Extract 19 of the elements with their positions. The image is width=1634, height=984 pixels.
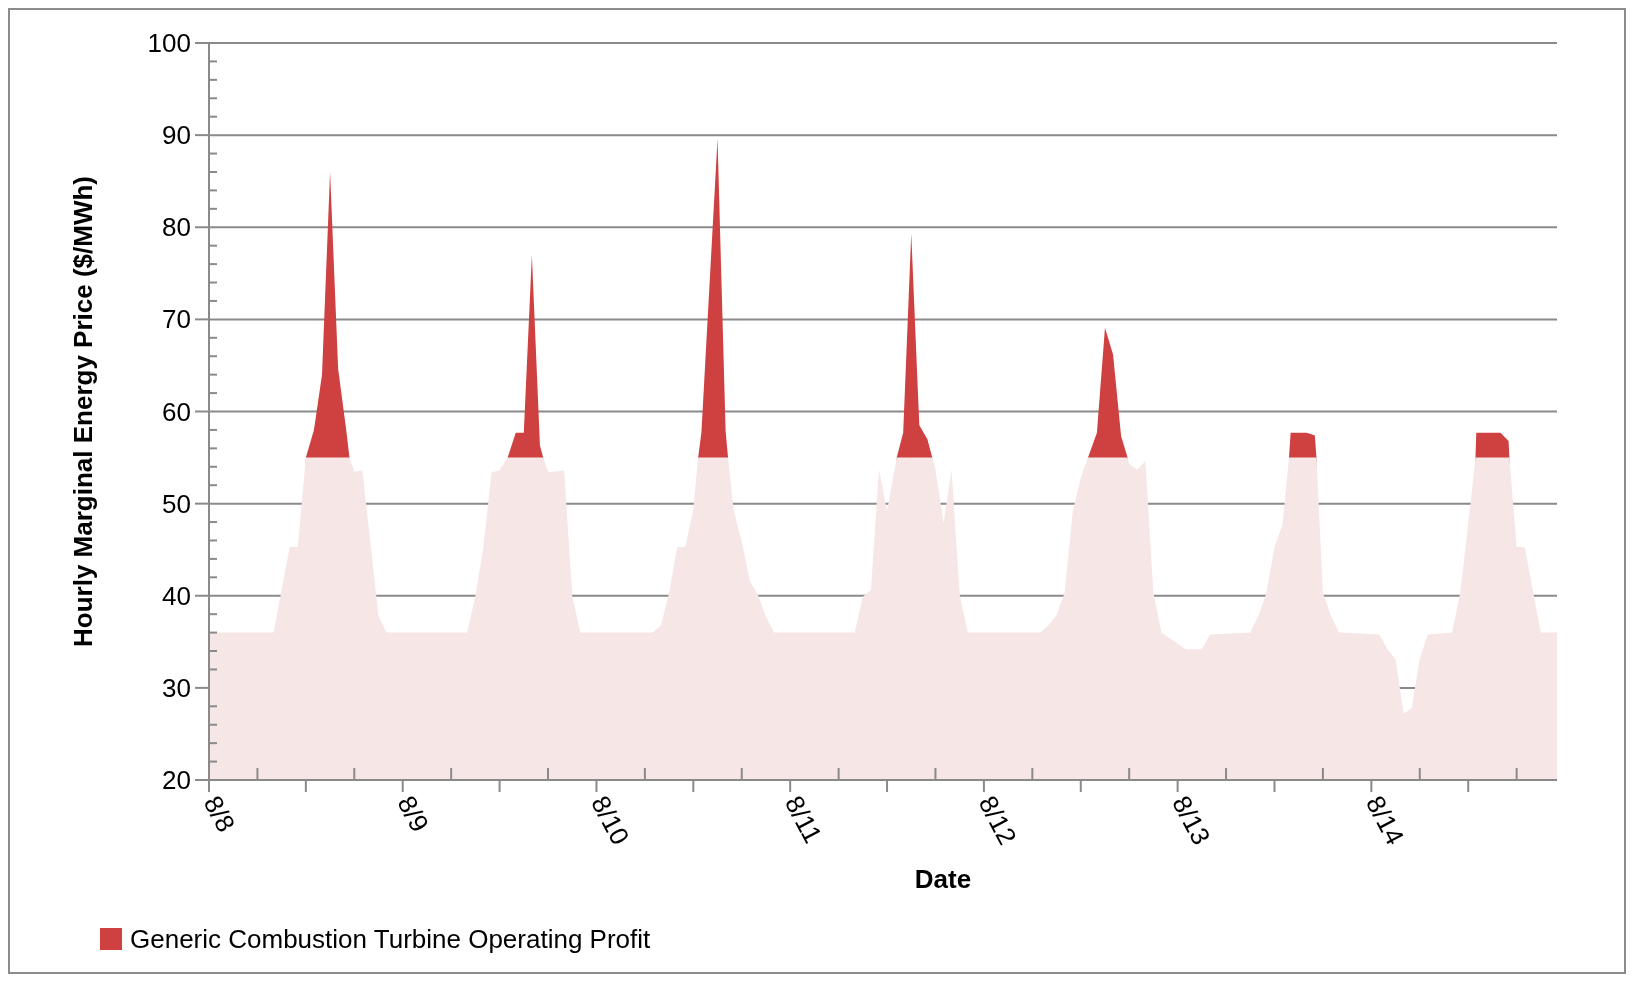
y-tick-label: 40	[162, 580, 191, 611]
x-tick-label: 8/9	[391, 790, 435, 837]
y-tick-label: 60	[162, 396, 191, 427]
x-tick-label: 8/14	[1360, 790, 1411, 850]
x-axis-title: Date	[914, 864, 972, 894]
y-tick-label: 90	[162, 120, 191, 151]
x-tick-label: 8/13	[1166, 790, 1217, 850]
y-tick-label: 50	[162, 488, 191, 519]
y-tick-label: 100	[147, 28, 191, 59]
y-tick-label: 80	[162, 212, 191, 243]
x-tick-label: 8/11	[778, 790, 829, 848]
y-tick-label: 30	[162, 672, 191, 703]
legend-label: Generic Combustion Turbine Operating Profit	[130, 924, 652, 955]
y-tick-label: 20	[162, 765, 191, 796]
y-tick-label: 70	[162, 304, 191, 335]
x-tick-label: 8/12	[972, 790, 1023, 850]
y-axis-title: Hourly Marginal Energy Price ($/MWh)	[68, 176, 98, 647]
x-tick-label: 8/10	[585, 790, 636, 850]
x-tick-label: 8/8	[197, 790, 242, 837]
